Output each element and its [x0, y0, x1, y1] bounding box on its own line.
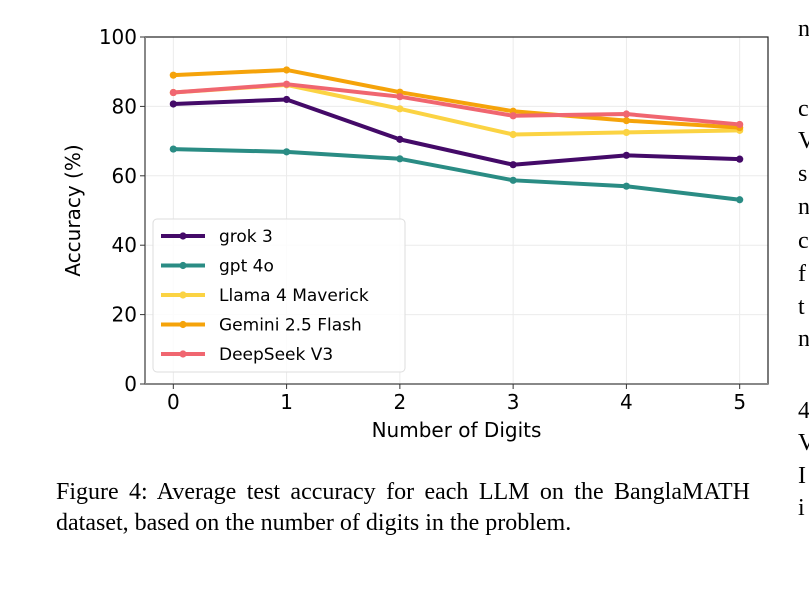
y-tick-label: 20 — [112, 303, 137, 327]
legend-marker — [179, 350, 187, 358]
x-tick-label: 3 — [507, 390, 520, 414]
data-point — [622, 117, 631, 125]
side-text-fragment: f — [798, 261, 806, 287]
series-group — [169, 66, 744, 204]
x-axis-label: Number of Digits — [372, 418, 542, 442]
data-point — [282, 148, 291, 156]
side-text-fragment: V — [798, 128, 809, 154]
data-point — [509, 112, 517, 120]
legend-label: grok 3 — [219, 227, 273, 247]
legend-marker — [179, 232, 187, 240]
data-point — [396, 155, 404, 163]
data-point — [396, 105, 404, 113]
legend-item: grok 3 — [161, 227, 273, 247]
side-text-fragment: 4 — [798, 398, 809, 424]
data-point — [282, 95, 291, 104]
data-point — [509, 130, 517, 139]
legend-label: DeepSeek V3 — [219, 345, 333, 365]
legend-marker — [179, 291, 187, 299]
y-tick-label: 60 — [112, 164, 137, 188]
x-tick-label: 4 — [620, 390, 633, 414]
data-point — [622, 110, 631, 118]
data-point — [622, 182, 631, 190]
y-axis-label: Accuracy (%) — [61, 144, 85, 276]
data-point — [169, 71, 177, 79]
x-tick-label: 0 — [167, 390, 180, 414]
data-point — [282, 80, 291, 88]
data-point — [736, 196, 744, 204]
legend-item: DeepSeek V3 — [161, 345, 333, 365]
x-tick-label: 1 — [280, 390, 293, 414]
side-text-fragment: I — [798, 463, 806, 489]
series-grok-3 — [169, 95, 744, 169]
series-llama-4-maverick — [169, 81, 744, 139]
axes: 0 1 2 3 4 5 0 20 40 60 80 100 — [99, 25, 769, 414]
data-point — [396, 135, 404, 143]
legend-label: Llama 4 Maverick — [219, 286, 369, 306]
legend-marker — [179, 320, 187, 329]
series-line — [171, 147, 742, 202]
line-chart: 0 1 2 3 4 5 0 20 40 60 80 100 grok 3 gpt 4o Llama 4 M… — [61, 25, 769, 442]
legend-label: gpt 4o — [219, 257, 274, 277]
y-tick-label: 0 — [124, 372, 137, 396]
legend-item: Gemini 2.5 Flash — [161, 316, 362, 336]
side-text-fragment: i — [798, 495, 805, 521]
series-gpt-4o — [169, 145, 744, 204]
figure-caption: Figure 4: Average test accuracy for each… — [56, 479, 750, 536]
data-point — [169, 100, 177, 108]
data-point — [622, 128, 631, 137]
series-line — [171, 67, 742, 130]
side-text-fragment: s — [798, 161, 808, 187]
y-tick-label: 40 — [112, 233, 137, 257]
side-text-fragment: n — [798, 16, 809, 42]
x-tick-label: 5 — [733, 390, 746, 414]
side-text-fragment: c — [798, 96, 809, 122]
side-text-fragment: n — [798, 194, 809, 220]
data-point — [736, 120, 744, 129]
side-text-fragment: t — [798, 294, 805, 320]
legend-label: Gemini 2.5 Flash — [219, 316, 362, 336]
data-point — [509, 161, 517, 169]
data-point — [396, 93, 404, 101]
side-text-fragment: V — [798, 430, 809, 456]
data-point — [169, 145, 177, 153]
legend-box — [152, 218, 406, 373]
y-tick-label: 80 — [112, 94, 137, 118]
series-line — [171, 82, 742, 127]
side-text-fragment: n — [798, 326, 809, 352]
data-point — [622, 151, 631, 159]
legend-item: gpt 4o — [161, 257, 274, 277]
side-text-fragment: c — [798, 228, 809, 254]
data-point — [509, 176, 517, 184]
data-point — [282, 66, 291, 74]
data-point — [736, 155, 744, 163]
legend: grok 3 gpt 4o Llama 4 Maverick Gemini 2.5 F… — [152, 218, 406, 373]
data-point — [169, 88, 177, 97]
legend-marker — [179, 261, 187, 270]
series-line — [171, 82, 742, 137]
legend-item: Llama 4 Maverick — [161, 286, 369, 306]
series-deepseek-v3 — [169, 80, 744, 129]
y-tick-label: 100 — [99, 25, 137, 49]
series-line — [171, 97, 742, 167]
x-tick-label: 2 — [393, 390, 406, 414]
